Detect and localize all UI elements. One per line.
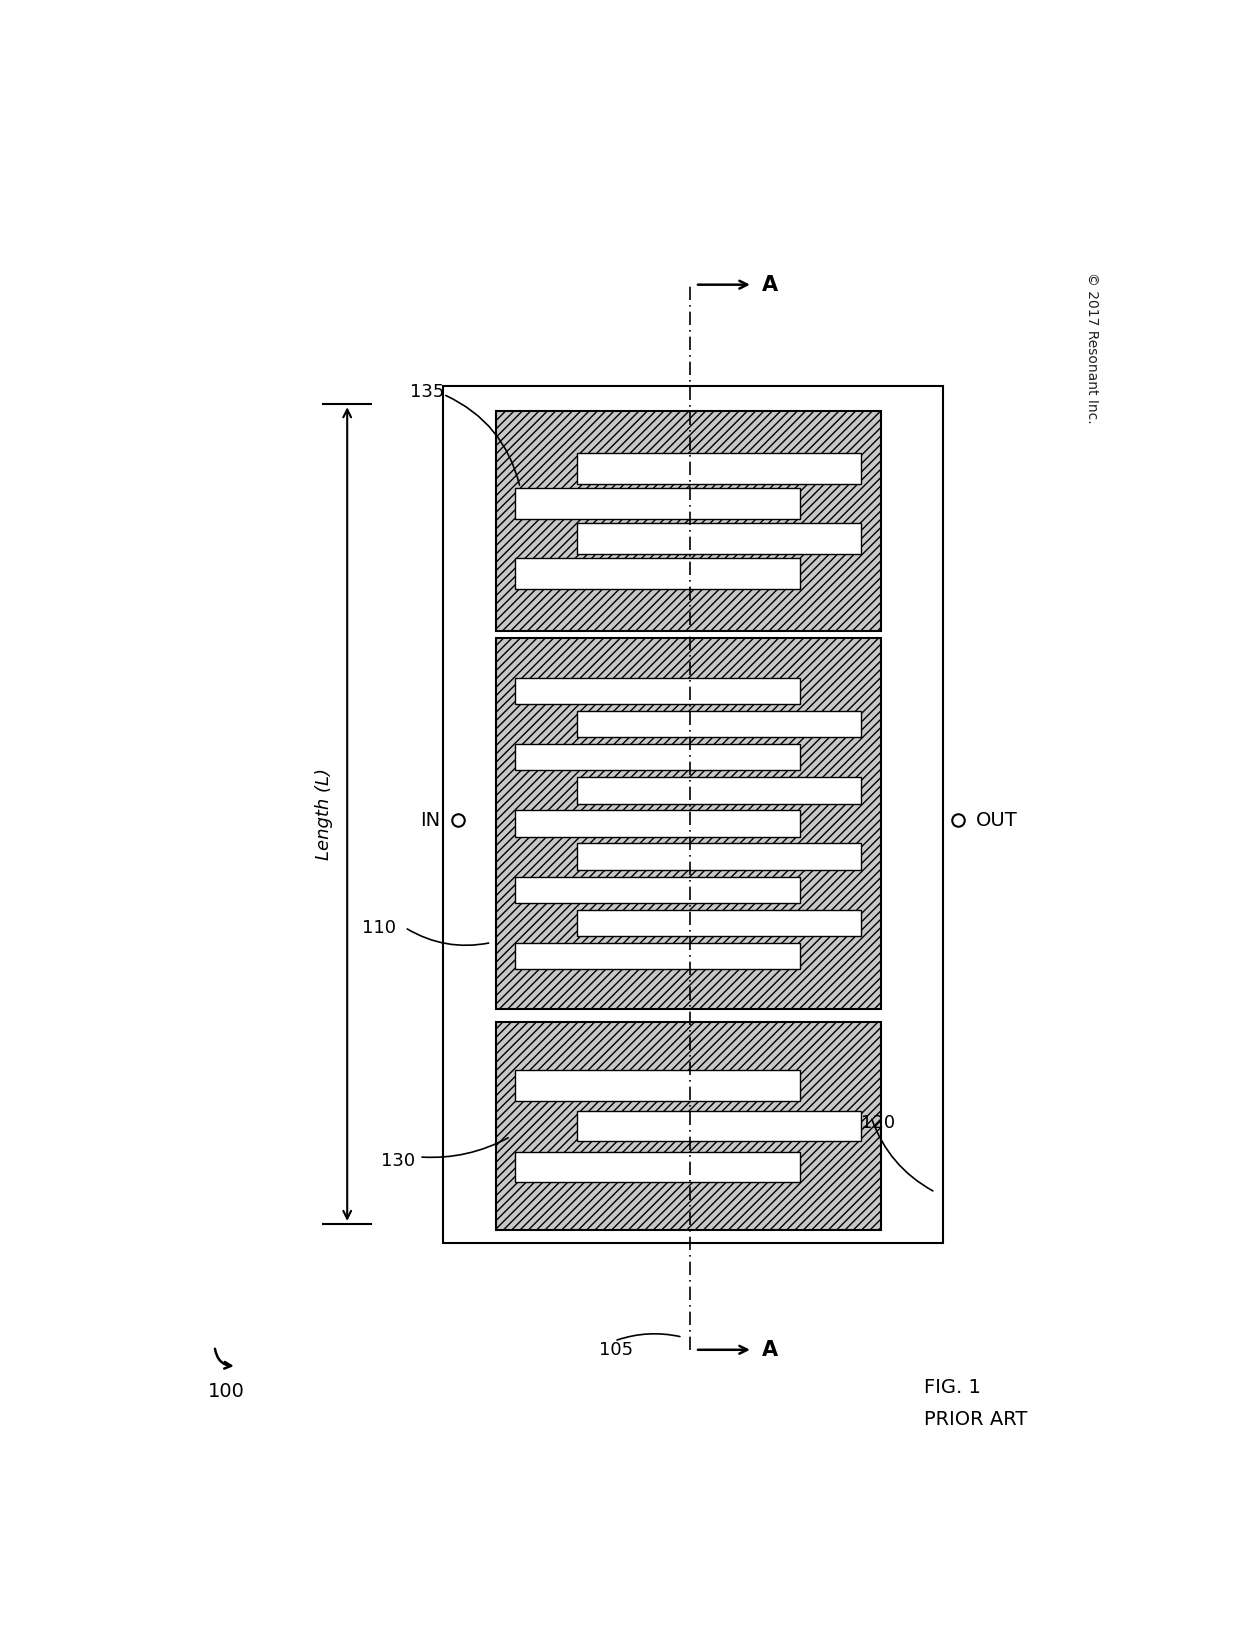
- Text: FIG. 1: FIG. 1: [924, 1378, 981, 1396]
- Text: 130: 130: [381, 1152, 415, 1170]
- Text: 110: 110: [362, 918, 396, 936]
- Bar: [444, 386, 942, 1242]
- Text: 120: 120: [862, 1113, 895, 1131]
- Bar: [516, 558, 800, 589]
- Text: IN: IN: [420, 810, 440, 830]
- Bar: [516, 810, 800, 837]
- Bar: [516, 1071, 800, 1100]
- Text: © 2017 Resonant Inc.: © 2017 Resonant Inc.: [1085, 272, 1099, 424]
- Bar: [516, 678, 800, 704]
- Bar: [577, 524, 862, 553]
- Bar: [516, 488, 800, 519]
- Bar: [577, 778, 862, 804]
- Bar: [577, 910, 862, 936]
- Bar: [577, 843, 862, 869]
- Bar: [516, 1151, 800, 1182]
- Bar: [516, 943, 800, 969]
- Bar: [496, 1021, 880, 1229]
- Text: A: A: [763, 275, 779, 295]
- Text: 105: 105: [599, 1341, 634, 1359]
- Text: OUT: OUT: [976, 810, 1018, 830]
- Bar: [577, 453, 862, 483]
- Bar: [496, 411, 880, 632]
- Bar: [516, 743, 800, 771]
- Bar: [577, 710, 862, 737]
- Text: A: A: [763, 1339, 779, 1360]
- Bar: [577, 1112, 862, 1141]
- Text: Length (L): Length (L): [315, 768, 332, 859]
- Bar: [496, 638, 880, 1010]
- Text: 135: 135: [409, 383, 444, 401]
- Text: PRIOR ART: PRIOR ART: [924, 1409, 1027, 1429]
- Bar: [516, 876, 800, 904]
- Text: 100: 100: [208, 1382, 244, 1401]
